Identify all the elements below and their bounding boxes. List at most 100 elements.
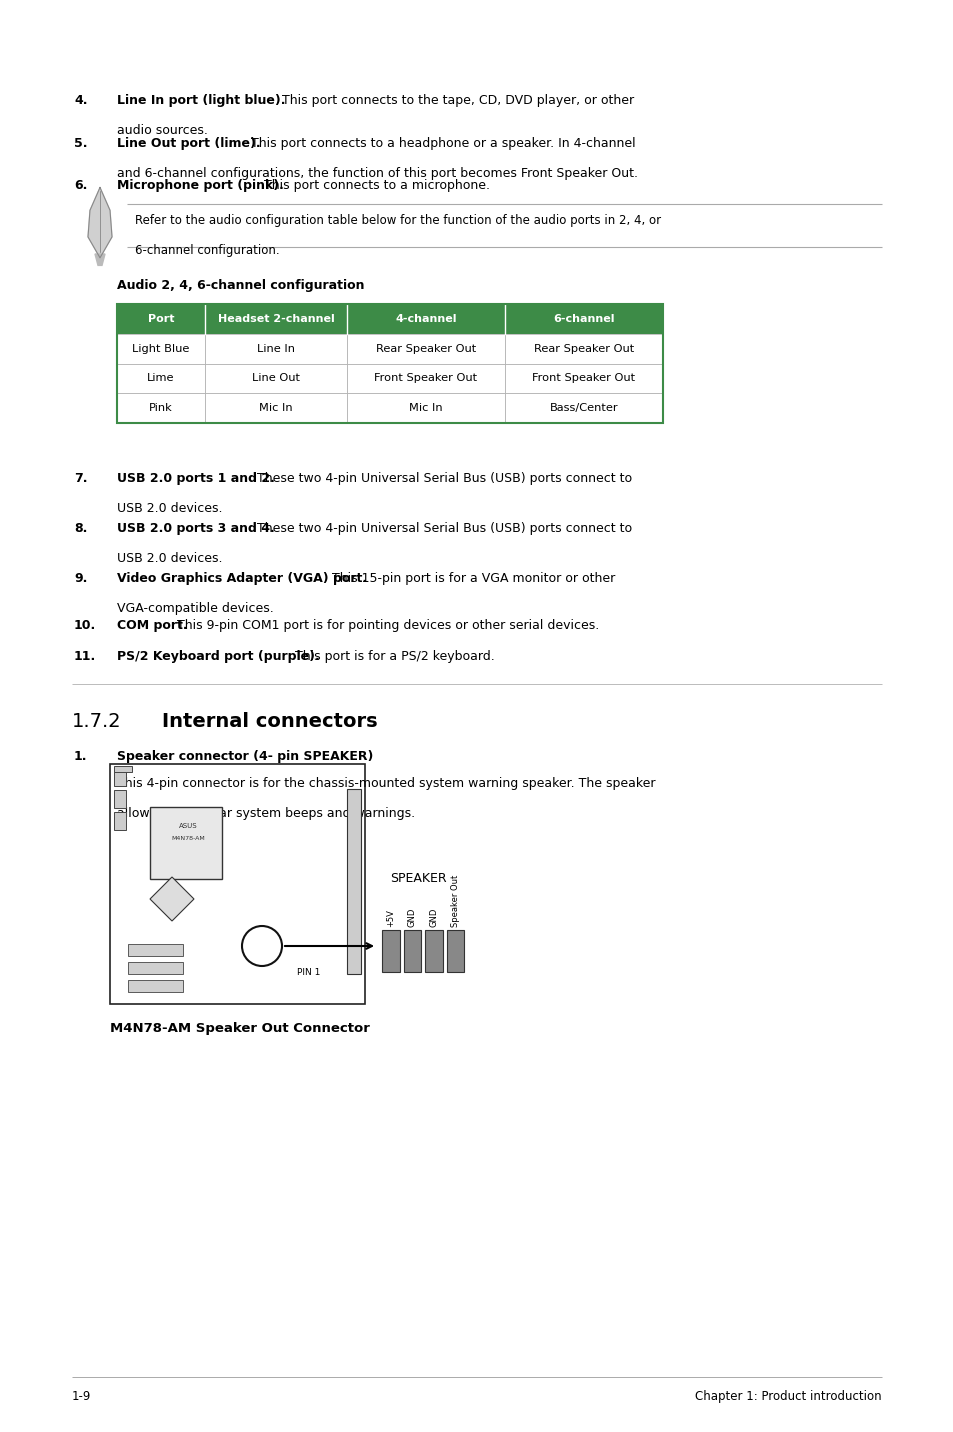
Text: Line In: Line In (256, 344, 294, 354)
Text: USB 2.0 ports 3 and 4.: USB 2.0 ports 3 and 4. (117, 523, 274, 536)
Bar (128, 944, 183, 957)
Text: 8.: 8. (74, 523, 88, 536)
Text: audio sources.: audio sources. (117, 125, 208, 137)
Text: 4.: 4. (74, 95, 88, 107)
Text: Rear Speaker Out: Rear Speaker Out (534, 344, 634, 354)
Text: Mic In: Mic In (409, 402, 442, 412)
Bar (424, 929, 442, 972)
Text: This port is for a PS/2 keyboard.: This port is for a PS/2 keyboard. (291, 650, 494, 663)
Text: Front Speaker Out: Front Speaker Out (374, 374, 477, 384)
Text: This 4-pin connector is for the chassis-mounted system warning speaker. The spea: This 4-pin connector is for the chassis-… (117, 778, 655, 790)
Bar (128, 979, 183, 992)
Text: 9.: 9. (74, 571, 88, 586)
Text: Rear Speaker Out: Rear Speaker Out (375, 344, 476, 354)
Text: USB 2.0 devices.: USB 2.0 devices. (117, 551, 222, 566)
Text: Chapter 1: Product introduction: Chapter 1: Product introduction (695, 1390, 882, 1403)
Text: 1.: 1. (74, 750, 88, 763)
Text: 1.7.2: 1.7.2 (71, 712, 121, 730)
Text: allows you to hear system beeps and warnings.: allows you to hear system beeps and warn… (117, 808, 415, 821)
Bar (113, 790, 126, 808)
Bar (504, 364, 662, 392)
Bar (446, 929, 463, 972)
Bar (150, 808, 222, 879)
Bar (504, 304, 662, 334)
Text: 10.: 10. (74, 619, 96, 632)
Polygon shape (95, 253, 105, 265)
Bar (347, 334, 504, 364)
Text: 6.: 6. (74, 179, 88, 192)
Text: and 6-channel configurations, the function of this port becomes Front Speaker Ou: and 6-channel configurations, the functi… (117, 168, 638, 180)
Text: Line Out: Line Out (252, 374, 299, 384)
Text: Refer to the audio configuration table below for the function of the audio ports: Refer to the audio configuration table b… (135, 213, 660, 228)
Polygon shape (150, 876, 193, 921)
Text: Line In port (light blue).: Line In port (light blue). (117, 95, 285, 107)
Bar (205, 392, 347, 422)
Bar (113, 768, 126, 786)
Text: +5V: +5V (386, 909, 395, 927)
Polygon shape (88, 188, 112, 258)
Bar (113, 812, 126, 831)
Bar (347, 304, 504, 334)
Bar (205, 364, 347, 392)
Text: 6-channel configuration.: 6-channel configuration. (135, 243, 279, 256)
Bar (504, 392, 662, 422)
Bar (381, 929, 399, 972)
Text: Mic In: Mic In (259, 402, 293, 412)
Circle shape (242, 927, 282, 967)
Text: 7.: 7. (74, 473, 88, 485)
Text: This 15-pin port is for a VGA monitor or other: This 15-pin port is for a VGA monitor or… (328, 571, 615, 586)
Text: Bass/Center: Bass/Center (549, 402, 618, 412)
Text: GND: GND (407, 908, 416, 927)
Text: Audio 2, 4, 6-channel configuration: Audio 2, 4, 6-channel configuration (117, 279, 364, 292)
Text: USB 2.0 ports 1 and 2.: USB 2.0 ports 1 and 2. (117, 473, 274, 485)
Text: This port connects to a headphone or a speaker. In 4-channel: This port connects to a headphone or a s… (247, 137, 635, 150)
Bar (205, 334, 347, 364)
Text: 4-channel: 4-channel (395, 314, 456, 324)
Bar (117, 304, 662, 422)
Bar (113, 766, 132, 772)
Text: M4N78-AM Speaker Out Connector: M4N78-AM Speaker Out Connector (110, 1022, 370, 1035)
Text: This port connects to the tape, CD, DVD player, or other: This port connects to the tape, CD, DVD … (278, 95, 634, 107)
Text: Light Blue: Light Blue (132, 344, 190, 354)
Text: Lime: Lime (147, 374, 174, 384)
Text: Headset 2-channel: Headset 2-channel (217, 314, 334, 324)
Text: M4N78-AM: M4N78-AM (171, 836, 205, 842)
Text: GND: GND (429, 908, 437, 927)
Bar (117, 334, 205, 364)
Bar (110, 765, 365, 1004)
Bar (504, 334, 662, 364)
Bar (347, 364, 504, 392)
Bar (117, 304, 205, 334)
Text: PIN 1: PIN 1 (296, 968, 320, 977)
Text: 11.: 11. (74, 650, 96, 663)
Text: 6-channel: 6-channel (553, 314, 614, 324)
Text: SPEAKER: SPEAKER (390, 872, 446, 885)
Text: Line Out port (lime).: Line Out port (lime). (117, 137, 260, 150)
Text: Speaker Out: Speaker Out (450, 875, 459, 927)
Text: USB 2.0 devices.: USB 2.0 devices. (117, 503, 222, 516)
Bar (347, 392, 504, 422)
Text: COM port.: COM port. (117, 619, 188, 632)
Text: Video Graphics Adapter (VGA) port.: Video Graphics Adapter (VGA) port. (117, 571, 367, 586)
Text: ASUS: ASUS (178, 823, 197, 829)
Bar (347, 789, 360, 974)
Text: 5.: 5. (74, 137, 88, 150)
Bar (128, 962, 183, 974)
Text: Microphone port (pink).: Microphone port (pink). (117, 179, 284, 192)
Text: VGA-compatible devices.: VGA-compatible devices. (117, 601, 274, 614)
Bar (205, 304, 347, 334)
Text: PS/2 Keyboard port (purple).: PS/2 Keyboard port (purple). (117, 650, 319, 663)
Bar (117, 392, 205, 422)
Text: 1-9: 1-9 (71, 1390, 91, 1403)
Text: This 9-pin COM1 port is for pointing devices or other serial devices.: This 9-pin COM1 port is for pointing dev… (172, 619, 598, 632)
Text: Speaker connector (4- pin SPEAKER): Speaker connector (4- pin SPEAKER) (117, 750, 373, 763)
Text: These two 4-pin Universal Serial Bus (USB) ports connect to: These two 4-pin Universal Serial Bus (US… (253, 523, 632, 536)
Text: Pink: Pink (149, 402, 172, 412)
Text: This port connects to a microphone.: This port connects to a microphone. (259, 179, 489, 192)
Bar (117, 364, 205, 392)
Bar (403, 929, 420, 972)
Text: Front Speaker Out: Front Speaker Out (532, 374, 635, 384)
Text: Port: Port (148, 314, 174, 324)
Text: These two 4-pin Universal Serial Bus (USB) ports connect to: These two 4-pin Universal Serial Bus (US… (253, 473, 632, 485)
Text: Internal connectors: Internal connectors (162, 712, 377, 730)
